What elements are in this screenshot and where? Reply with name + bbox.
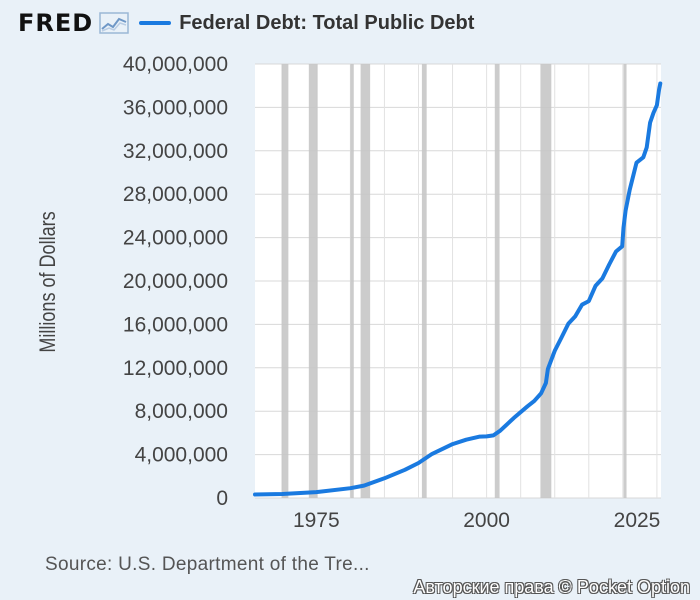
y-axis: 0 4,000,000 8,000,000 12,000,000 16,000,000 2… (123, 53, 228, 510)
x-tick-label: 2000 (463, 509, 510, 532)
recession-band-4 (421, 64, 427, 498)
y-tick-label: 12,000,000 (123, 357, 228, 380)
x-tick-label: 2025 (614, 509, 661, 532)
y-tick-label: 24,000,000 (123, 227, 228, 250)
x-tick-label: 1975 (293, 509, 340, 532)
series-line (253, 81, 663, 497)
recession-band-0 (281, 64, 289, 498)
recession-band-5 (494, 64, 500, 498)
line-chart-icon (99, 12, 129, 34)
y-axis-label: Millions of Dollars (36, 211, 60, 352)
y-tick-label: 4,000,000 (135, 444, 228, 467)
recession-band-3 (360, 64, 371, 498)
copyright-watermark: Авторские права © Pocket Option (413, 577, 690, 597)
fred-logo[interactable]: FRED (18, 9, 94, 37)
recession-band-2 (350, 64, 354, 498)
source-note: Source: U.S. Department of the Tre... (45, 554, 370, 575)
recession-band-6 (540, 64, 552, 498)
chart-header: FRED Federal Debt: Total Public Debt (18, 8, 474, 38)
y-tick-label: 8,000,000 (135, 400, 228, 423)
y-tick-label: 40,000,000 (123, 53, 228, 76)
y-tick-label: 16,000,000 (123, 313, 228, 336)
recession-band-1 (308, 64, 318, 498)
recession-band-7 (623, 64, 627, 498)
y-tick-label: 0 (216, 487, 228, 510)
legend-label: Federal Debt: Total Public Debt (179, 11, 475, 34)
y-tick-label: 32,000,000 (123, 140, 228, 163)
y-tick-label: 36,000,000 (123, 96, 228, 119)
y-tick-label: 20,000,000 (123, 270, 228, 293)
recession-bands (281, 64, 627, 498)
x-axis: 1975 2000 2025 (293, 509, 660, 532)
legend-swatch (139, 21, 172, 25)
y-tick-label: 28,000,000 (123, 183, 228, 206)
